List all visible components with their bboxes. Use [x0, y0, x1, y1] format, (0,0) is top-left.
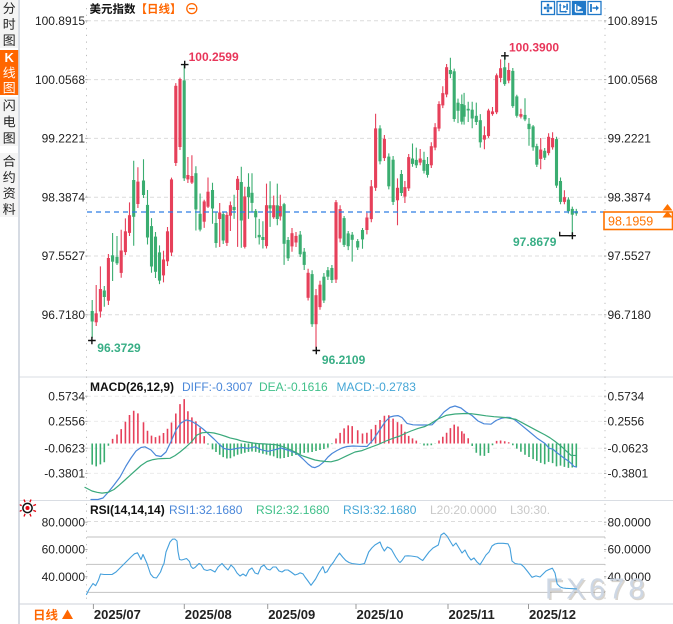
svg-text:MACD(26,12,9): MACD(26,12,9)	[90, 380, 174, 394]
svg-text:80.0000: 80.0000	[608, 515, 652, 529]
svg-text:-0.3801: -0.3801	[608, 467, 649, 481]
svg-text:100.0568: 100.0568	[35, 73, 85, 87]
svg-text:2025/12: 2025/12	[529, 607, 576, 622]
svg-text:96.7180: 96.7180	[608, 308, 652, 322]
svg-text:96.3729: 96.3729	[97, 341, 141, 355]
svg-text:-0.0623: -0.0623	[608, 441, 649, 455]
svg-text:96.2109: 96.2109	[322, 353, 366, 367]
svg-text:2025/11: 2025/11	[449, 607, 495, 622]
svg-text:L30:30.: L30:30.	[510, 503, 550, 517]
svg-text:L20:20.0000: L20:20.0000	[430, 503, 497, 517]
svg-text:DEA:-0.1616: DEA:-0.1616	[259, 380, 328, 394]
svg-text:2025/08: 2025/08	[185, 607, 232, 622]
svg-text:99.2221: 99.2221	[608, 132, 652, 146]
svg-text:RSI3:32.1680: RSI3:32.1680	[343, 503, 417, 517]
svg-text:98.3874: 98.3874	[608, 190, 652, 204]
svg-text:-0.0623: -0.0623	[44, 441, 85, 455]
svg-text:40.0000: 40.0000	[42, 570, 86, 584]
svg-text:-0.3801: -0.3801	[44, 467, 85, 481]
svg-text:99.2221: 99.2221	[42, 132, 86, 146]
svg-text:97.8679: 97.8679	[513, 235, 557, 249]
svg-text:60.0000: 60.0000	[42, 543, 86, 557]
svg-text:0.2556: 0.2556	[608, 415, 645, 429]
svg-text:0.5734: 0.5734	[48, 389, 85, 403]
svg-text:100.3900: 100.3900	[509, 41, 559, 55]
svg-text:96.7180: 96.7180	[42, 308, 86, 322]
svg-text:FX678: FX678	[545, 574, 648, 606]
svg-text:98.3874: 98.3874	[42, 190, 86, 204]
svg-text:DIFF:-0.3007: DIFF:-0.3007	[182, 380, 253, 394]
svg-text:100.8915: 100.8915	[35, 14, 85, 28]
svg-text:MACD:-0.2783: MACD:-0.2783	[337, 380, 417, 394]
svg-text:40.0000: 40.0000	[608, 570, 652, 584]
svg-text:FX678: FX678	[547, 575, 650, 607]
svg-text:2025/09: 2025/09	[268, 607, 315, 622]
svg-text:RSI(14,14,14): RSI(14,14,14)	[90, 503, 165, 517]
svg-text:60.0000: 60.0000	[608, 543, 652, 557]
svg-text:K: K	[5, 50, 15, 65]
svg-text:100.0568: 100.0568	[608, 73, 658, 87]
svg-text:98.1959: 98.1959	[608, 215, 653, 229]
svg-text:97.5527: 97.5527	[42, 249, 86, 263]
svg-text:0.2556: 0.2556	[48, 415, 85, 429]
svg-text:100.8915: 100.8915	[608, 14, 658, 28]
svg-text:0.5734: 0.5734	[608, 389, 645, 403]
svg-text:RSI2:32.1680: RSI2:32.1680	[256, 503, 330, 517]
svg-text:2025/10: 2025/10	[357, 607, 404, 622]
svg-text:2025/07: 2025/07	[94, 607, 141, 622]
svg-text:RSI1:32.1680: RSI1:32.1680	[169, 503, 243, 517]
svg-text:97.5527: 97.5527	[608, 249, 652, 263]
svg-text:80.0000: 80.0000	[42, 515, 86, 529]
svg-text:100.2599: 100.2599	[189, 50, 239, 64]
